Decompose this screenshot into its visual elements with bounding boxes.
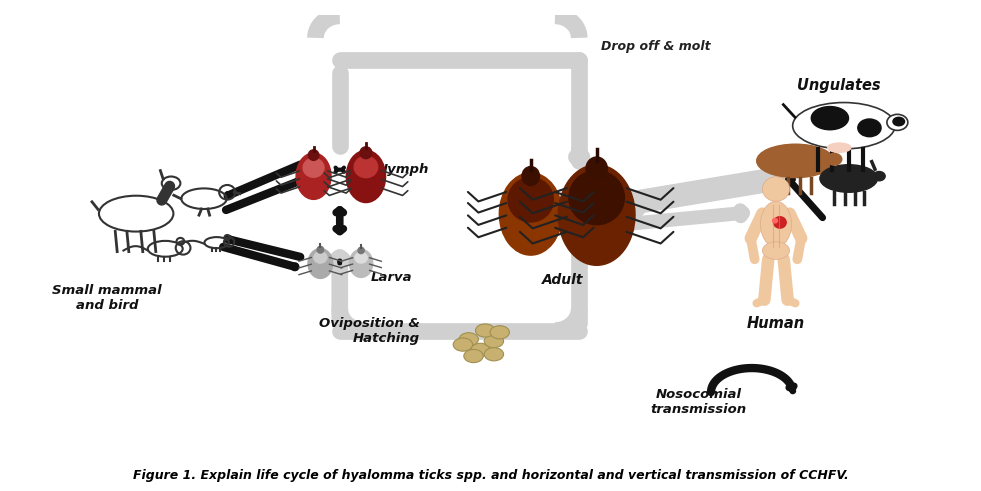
Ellipse shape [317, 246, 324, 253]
Ellipse shape [499, 173, 562, 255]
Ellipse shape [354, 156, 378, 178]
Ellipse shape [857, 119, 881, 136]
Ellipse shape [760, 201, 792, 247]
Text: Adult: Adult [542, 273, 584, 287]
Ellipse shape [811, 107, 849, 130]
Ellipse shape [887, 114, 907, 131]
Text: Nymph: Nymph [377, 163, 429, 176]
Ellipse shape [358, 247, 364, 254]
Ellipse shape [893, 117, 904, 126]
Ellipse shape [476, 324, 494, 337]
Ellipse shape [346, 150, 386, 203]
Ellipse shape [360, 147, 372, 159]
Ellipse shape [490, 326, 509, 339]
Ellipse shape [873, 171, 885, 181]
Ellipse shape [558, 165, 635, 265]
Ellipse shape [314, 252, 327, 263]
Text: Drop off & molt: Drop off & molt [601, 40, 711, 53]
Ellipse shape [485, 348, 503, 361]
Ellipse shape [308, 150, 319, 161]
Ellipse shape [349, 249, 373, 277]
Ellipse shape [355, 252, 367, 263]
Ellipse shape [586, 157, 607, 180]
Ellipse shape [303, 158, 324, 177]
Ellipse shape [508, 178, 553, 222]
Ellipse shape [308, 248, 333, 278]
Ellipse shape [793, 103, 895, 149]
Circle shape [773, 218, 778, 223]
Text: Small mammal
and bird: Small mammal and bird [52, 284, 162, 312]
Ellipse shape [820, 164, 877, 192]
Text: Figure 1. Explain life cycle of hyalomma ticks spp. and horizontal and vertical : Figure 1. Explain life cycle of hyalomma… [132, 469, 849, 482]
Ellipse shape [762, 242, 790, 259]
Ellipse shape [756, 144, 834, 178]
Text: Oviposition &
Hatching: Oviposition & Hatching [320, 317, 420, 345]
Text: Nosocomial
transmission: Nosocomial transmission [650, 388, 747, 416]
Ellipse shape [826, 153, 842, 165]
Ellipse shape [569, 170, 624, 225]
Text: Ungulates: Ungulates [798, 78, 881, 93]
Ellipse shape [453, 338, 473, 351]
Text: Larva: Larva [371, 272, 412, 284]
Ellipse shape [464, 350, 484, 363]
Ellipse shape [485, 334, 503, 348]
Ellipse shape [828, 143, 851, 152]
Circle shape [774, 217, 786, 228]
Text: Human: Human [747, 316, 805, 330]
Ellipse shape [296, 153, 331, 199]
Ellipse shape [522, 166, 540, 186]
Circle shape [762, 177, 790, 201]
Ellipse shape [459, 333, 479, 346]
Ellipse shape [471, 343, 490, 356]
